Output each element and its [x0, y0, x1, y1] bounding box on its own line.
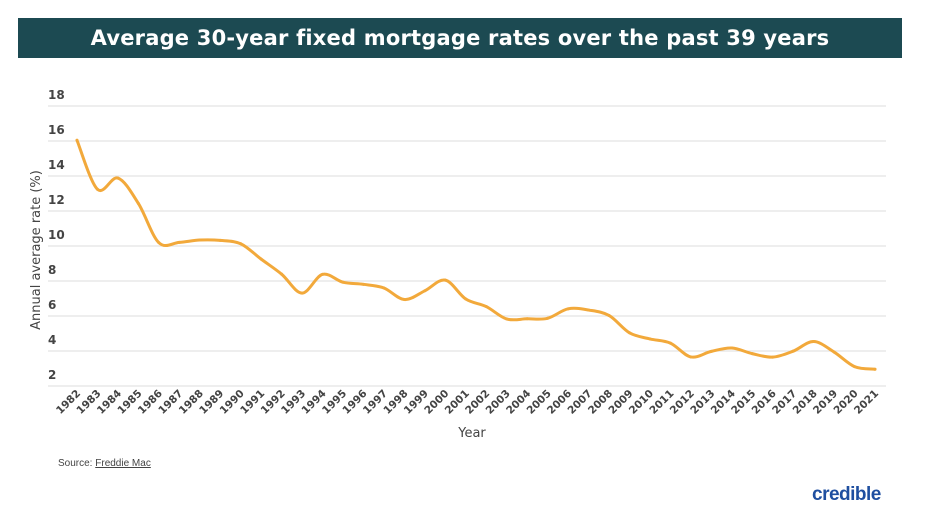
- y-tick-label: 4: [48, 333, 56, 347]
- y-tick-label: 8: [48, 263, 56, 277]
- source-link[interactable]: Freddie Mac: [95, 458, 151, 469]
- data-point: [259, 257, 263, 261]
- data-point: [116, 176, 120, 180]
- data-point: [300, 291, 304, 295]
- data-point: [177, 240, 181, 244]
- data-point: [157, 241, 161, 245]
- data-point: [280, 272, 284, 276]
- x-axis-label: Year: [457, 426, 486, 441]
- data-point: [361, 282, 365, 286]
- y-tick-label: 10: [48, 228, 65, 242]
- data-point: [750, 352, 754, 356]
- data-point: [464, 297, 468, 301]
- y-tick-label: 12: [48, 193, 65, 207]
- data-point: [443, 278, 447, 282]
- data-point: [95, 187, 99, 191]
- data-point: [648, 337, 652, 341]
- data-point: [198, 238, 202, 242]
- credible-logo: credible: [812, 484, 881, 505]
- data-point: [791, 349, 795, 353]
- y-tick-label: 14: [48, 158, 65, 172]
- data-point: [382, 286, 386, 290]
- series-line: [75, 138, 877, 371]
- data-point: [484, 305, 488, 309]
- data-point: [709, 349, 713, 353]
- data-point: [730, 346, 734, 350]
- source-note: Source: Freddie Mac: [58, 458, 151, 469]
- data-point: [873, 367, 877, 371]
- data-point: [607, 313, 611, 317]
- title-bar: Average 30-year fixed mortgage rates ove…: [18, 18, 902, 58]
- data-point: [689, 355, 693, 359]
- y-tick-label: 2: [48, 368, 56, 382]
- y-tick-label: 18: [48, 88, 65, 102]
- data-point: [136, 201, 140, 205]
- data-point: [218, 238, 222, 242]
- data-point: [566, 307, 570, 311]
- data-point: [505, 317, 509, 321]
- data-point: [832, 350, 836, 354]
- data-point: [402, 298, 406, 302]
- data-point: [341, 280, 345, 284]
- y-tick-label: 16: [48, 123, 65, 137]
- data-point: [668, 341, 672, 345]
- data-point: [423, 289, 427, 293]
- data-point: [812, 340, 816, 344]
- y-axis-label: Annual average rate (%): [29, 170, 44, 330]
- source-label: Source:: [58, 458, 93, 469]
- data-point: [771, 355, 775, 359]
- data-point: [546, 316, 550, 320]
- y-tick-label: 6: [48, 298, 56, 312]
- data-point: [239, 242, 243, 246]
- data-point: [587, 308, 591, 312]
- data-point: [525, 317, 529, 321]
- chart-title: Average 30-year fixed mortgage rates ove…: [90, 26, 830, 50]
- data-point: [75, 138, 79, 142]
- data-point: [853, 365, 857, 369]
- data-point: [321, 272, 325, 276]
- data-point: [627, 331, 631, 335]
